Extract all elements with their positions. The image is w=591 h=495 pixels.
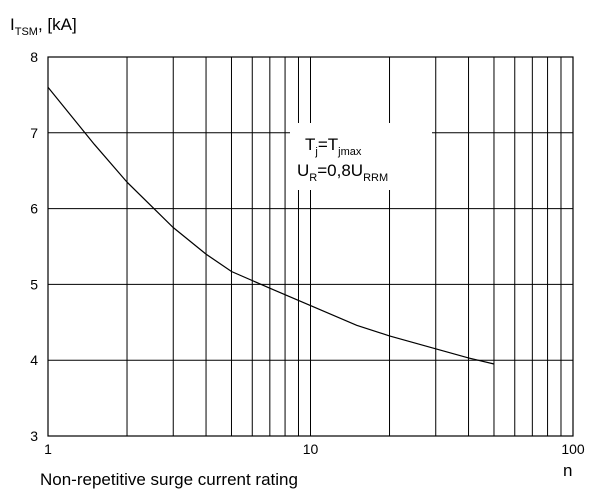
- series-layer: [47, 86, 495, 365]
- y-tick-label: 3: [30, 428, 38, 444]
- x-tick-labels: 1 10 100: [44, 441, 585, 457]
- annotation-line-ur: UR=0,8URRM: [297, 161, 388, 184]
- y-tick-labels: 3 4 5 6 7 8: [30, 49, 38, 444]
- x-tick-label: 1: [44, 441, 52, 457]
- y-tick-label: 4: [30, 352, 38, 368]
- surge-current-curve: [47, 86, 495, 365]
- y-axis-label: ITSM, [kA]: [10, 15, 77, 38]
- grid-lines: [47, 56, 573, 437]
- condition-annotation: Tj=Tjmax UR=0,8URRM: [290, 123, 432, 190]
- y-tick-label: 7: [30, 125, 38, 141]
- y-tick-label: 6: [30, 201, 38, 217]
- x-tick-label: 100: [561, 441, 585, 457]
- y-tick-label: 5: [30, 276, 38, 292]
- plot-frame: [47, 56, 574, 437]
- chart-caption: Non-repetitive surge current rating: [40, 470, 298, 489]
- y-tick-label: 8: [30, 49, 38, 65]
- annotation-line-tj: Tj=Tjmax: [305, 135, 362, 158]
- annotation-background: [290, 123, 432, 190]
- x-axis-label: n: [563, 461, 572, 480]
- x-tick-label: 10: [303, 441, 319, 457]
